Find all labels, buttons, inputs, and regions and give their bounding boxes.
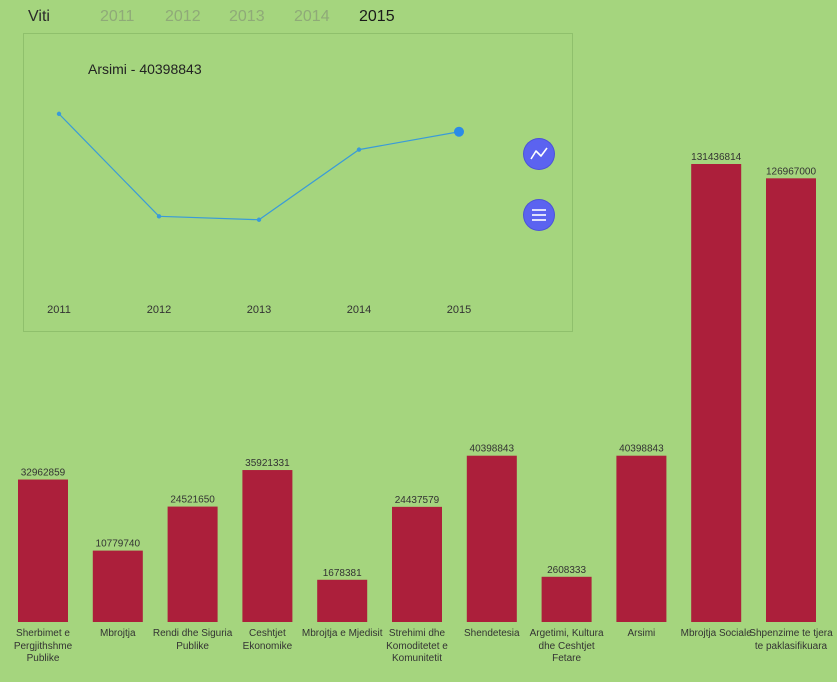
bar-value-label: 126967000 [766, 166, 816, 177]
bar-category-label: Arsimi [627, 628, 656, 639]
trend-panel: Arsimi - 40398843 2011 2012 2013 2014 2015 [23, 33, 573, 332]
bar-value-label: 24437579 [395, 495, 440, 506]
trend-x-tick-2012: 2012 [147, 304, 171, 316]
trend-point-2015[interactable] [454, 126, 464, 137]
bar-category-label: Sherbimet e Pergjithshme Publike [13, 628, 73, 664]
bar-value-label: 10779740 [96, 539, 141, 550]
bar-category-label: Mbrojtja e Mjedisit [301, 628, 383, 639]
bar[interactable] [466, 455, 517, 622]
menu-icon [532, 209, 546, 221]
bar[interactable] [167, 506, 218, 622]
trend-x-tick-2015: 2015 [447, 304, 471, 316]
trend-x-tick-2011: 2011 [47, 304, 71, 316]
bar[interactable] [317, 579, 368, 622]
year-tab-2012[interactable]: 2012 [165, 8, 201, 25]
bar-value-label: 1678381 [323, 568, 362, 579]
trend-chart-title: Arsimi - 40398843 [88, 61, 202, 77]
year-tab-2015[interactable]: 2015 [359, 8, 395, 25]
trend-x-tick-2014: 2014 [347, 304, 371, 316]
bar[interactable] [616, 455, 667, 622]
year-selector-label: Viti [28, 8, 50, 25]
year-tab-2013[interactable]: 2013 [229, 8, 265, 25]
bar-category-label: Shpenzime te tjera te paklasifikuara [749, 628, 833, 652]
trend-point-2011[interactable] [56, 111, 62, 117]
trend-point-2012[interactable] [156, 214, 162, 219]
bar[interactable] [766, 178, 816, 622]
bar-category-label: Mbrojtja [100, 628, 136, 639]
bar[interactable] [92, 550, 143, 622]
bar-value-label: 40398843 [619, 444, 664, 455]
bar-category-label: Argetimi, Kultura dhe Ceshtjet Fetare [529, 628, 604, 664]
bar-category-label: Rendi dhe Siguria Publike [152, 628, 233, 652]
bar[interactable] [392, 506, 442, 622]
line-chart-icon [530, 147, 548, 160]
bar[interactable] [691, 164, 742, 622]
bar-value-label: 35921331 [245, 458, 290, 469]
trend-x-tick-2013: 2013 [247, 304, 271, 316]
bar-value-label: 24521650 [170, 495, 215, 506]
bar[interactable] [242, 470, 293, 622]
bar[interactable] [541, 576, 592, 622]
bar-category-label: Strehimi dhe Komoditetet e Komunitetit [386, 628, 448, 664]
bar-category-label: Ceshtjet Ekonomike [242, 628, 293, 652]
trend-point-2014[interactable] [356, 147, 362, 152]
year-tab-2011[interactable]: 2011 [100, 8, 135, 25]
bar-category-label: Mbrojtja Sociale [680, 628, 752, 639]
menu-button[interactable] [524, 200, 554, 230]
bar-category-label: Shendetesia [463, 628, 520, 639]
bar-value-label: 32962859 [21, 468, 66, 479]
trend-line-chart: 2011 2012 2013 2014 2015 [47, 111, 471, 316]
year-selector: Viti 2011 2012 2013 2014 2015 [0, 0, 837, 34]
line-chart-button[interactable] [524, 139, 554, 169]
bar-value-label: 2608333 [547, 565, 586, 576]
year-tab-2014[interactable]: 2014 [294, 8, 330, 25]
bar[interactable] [18, 479, 68, 622]
bar-value-label: 40398843 [470, 444, 515, 455]
bar-value-label: 131436814 [691, 152, 741, 163]
trend-point-2013[interactable] [256, 217, 262, 222]
